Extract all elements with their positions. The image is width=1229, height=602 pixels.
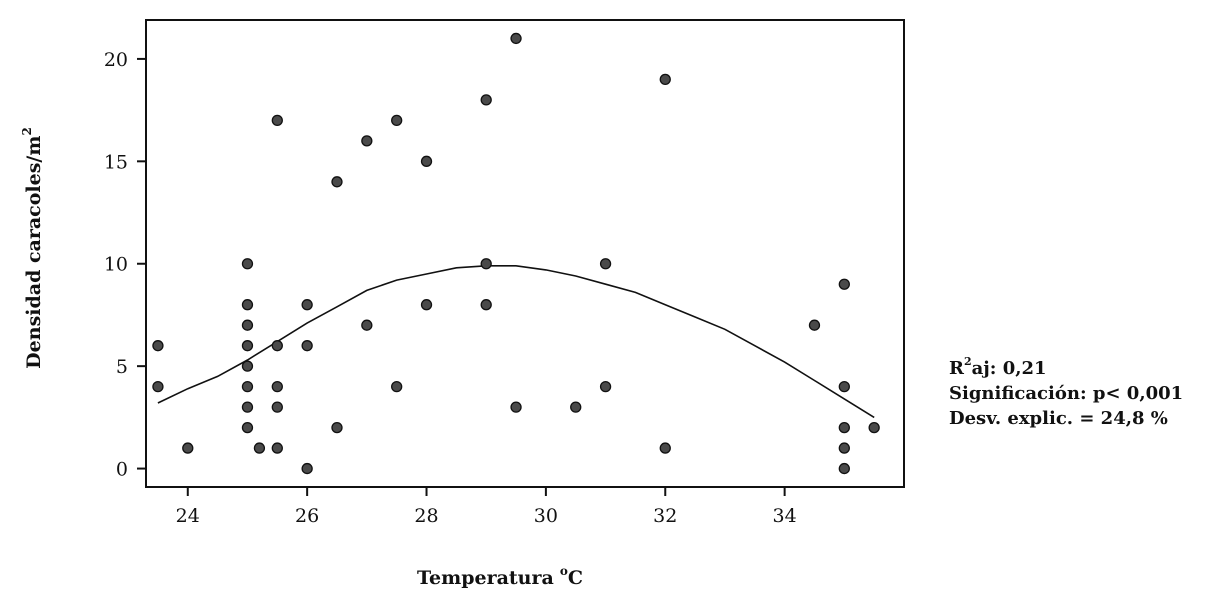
data-point xyxy=(241,258,254,270)
data-point xyxy=(391,114,403,127)
r2-adjusted: R2aj: 0,21 xyxy=(949,349,1183,381)
data-point xyxy=(241,380,254,393)
data-point xyxy=(331,421,343,434)
data-point xyxy=(241,340,254,352)
data-point xyxy=(182,442,194,454)
data-point xyxy=(838,442,850,454)
data-point xyxy=(301,340,313,352)
fit-curve xyxy=(157,265,875,419)
data-point xyxy=(241,421,254,434)
data-point xyxy=(271,401,283,413)
y-tick-label: 5 xyxy=(116,356,128,378)
data-point xyxy=(241,299,254,311)
data-point xyxy=(838,380,850,393)
y-tick-label: 0 xyxy=(116,459,128,481)
model-stats: R2aj: 0,21 Significación: p< 0,001 Desv.… xyxy=(949,349,1183,431)
data-point xyxy=(659,73,671,86)
data-point xyxy=(510,32,522,45)
data-point xyxy=(271,114,283,127)
data-point xyxy=(271,442,283,454)
data-point xyxy=(391,380,403,393)
data-point xyxy=(241,319,254,331)
x-tick-label: 30 xyxy=(534,505,558,527)
r2-value: aj: 0,21 xyxy=(971,358,1047,379)
r2-superscript: 2 xyxy=(963,355,972,368)
data-point xyxy=(331,176,343,188)
data-point xyxy=(808,319,821,331)
x-axis-title-unit: C xyxy=(568,567,583,589)
data-point xyxy=(838,462,850,475)
x-tick-label: 28 xyxy=(414,505,438,527)
data-point xyxy=(253,442,266,454)
x-axis-title: Temperatura oC xyxy=(417,564,583,589)
x-tick-label: 24 xyxy=(176,505,200,527)
x-tick-label: 32 xyxy=(653,505,677,527)
explained-deviance: Desv. explic. = 24,8 % xyxy=(949,408,1168,429)
data-point xyxy=(420,155,433,167)
r2-label: R xyxy=(949,358,964,379)
plot-frame xyxy=(145,19,905,488)
data-point xyxy=(480,94,492,106)
y-tick-label: 15 xyxy=(104,151,128,173)
data-point xyxy=(510,401,522,413)
data-point xyxy=(599,258,612,270)
y-tick-label: 20 xyxy=(104,49,128,71)
y-axis-title: Densidad caracoles/m2 xyxy=(20,127,45,369)
x-axis: 24 26 28 30 32 34 xyxy=(176,487,797,527)
data-points xyxy=(152,32,880,475)
data-point xyxy=(152,340,164,352)
data-point xyxy=(868,421,880,434)
data-point xyxy=(152,380,164,393)
data-point xyxy=(271,380,283,393)
data-point xyxy=(659,442,671,454)
data-point xyxy=(570,401,582,413)
data-point xyxy=(838,278,850,290)
y-tick-label: 10 xyxy=(104,254,128,276)
data-point xyxy=(301,299,313,311)
data-point xyxy=(599,380,612,393)
significance: Significación: p< 0,001 xyxy=(949,383,1184,404)
y-axis-title-superscript: 2 xyxy=(20,127,34,135)
data-point xyxy=(420,299,433,311)
data-point xyxy=(301,462,313,475)
data-point xyxy=(361,319,373,331)
data-point xyxy=(480,258,492,270)
data-point xyxy=(361,135,373,147)
data-point xyxy=(241,360,254,372)
x-tick-label: 26 xyxy=(295,505,319,527)
x-axis-title-degree: o xyxy=(560,564,568,578)
data-point xyxy=(480,299,492,311)
data-point xyxy=(271,340,283,352)
y-axis: 0 5 10 15 20 xyxy=(104,49,146,481)
data-point xyxy=(838,421,850,434)
x-tick-label: 34 xyxy=(773,505,797,527)
data-point xyxy=(241,401,254,413)
